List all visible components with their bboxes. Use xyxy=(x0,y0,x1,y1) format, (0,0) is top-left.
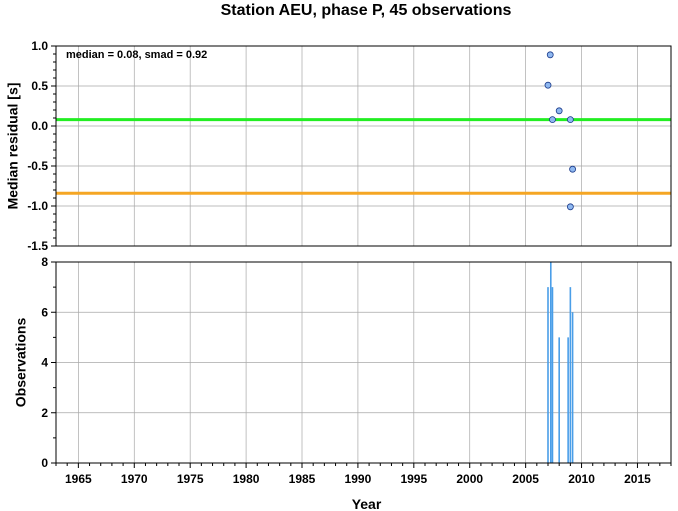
y-tick-label: 8 xyxy=(41,255,48,269)
observations-y-axis-label: Observations xyxy=(13,318,29,408)
y-tick-label: 6 xyxy=(41,305,48,319)
observation-bars xyxy=(547,262,574,463)
observation-bar xyxy=(567,337,569,463)
stats-annotation: median = 0.08, smad = 0.92 xyxy=(66,49,207,61)
y-tick-label: -1.5 xyxy=(27,239,48,253)
observation-bar xyxy=(551,287,554,463)
residual-point xyxy=(546,51,554,59)
y-tick-label: 1.0 xyxy=(31,39,48,53)
residual-grid xyxy=(56,45,671,247)
x-tick-label: 2015 xyxy=(624,472,651,486)
residual-point xyxy=(555,107,563,115)
observation-bar xyxy=(549,262,552,463)
observations-panel: 0 2 4 6 8 1965 1970 1975 1980 1985 1990 1995 2000 20… xyxy=(13,255,672,511)
x-tick-label: 1980 xyxy=(233,472,260,486)
residual-point xyxy=(566,203,574,211)
residual-point xyxy=(566,116,574,123)
y-tick-label: -0.5 xyxy=(27,159,48,173)
observation-bar xyxy=(571,312,574,463)
observations-grid xyxy=(56,261,671,464)
year-x-ticks: 1965 1970 1975 1980 1985 1990 1995 2000 2005 2010… xyxy=(55,463,672,486)
residual-y-axis-label: Median residual [s] xyxy=(5,83,21,210)
observation-bar xyxy=(569,287,572,463)
residual-point xyxy=(549,116,556,123)
y-tick-label: 2 xyxy=(41,406,48,420)
x-tick-label: 1970 xyxy=(121,472,148,486)
x-tick-label: 1995 xyxy=(400,472,427,486)
y-tick-label: 0.5 xyxy=(31,79,48,93)
y-tick-label: 4 xyxy=(41,356,48,370)
y-tick-label: 0 xyxy=(41,456,48,470)
x-tick-label: 1965 xyxy=(65,472,92,486)
x-tick-label: 1985 xyxy=(289,472,316,486)
observation-bar xyxy=(547,287,549,463)
residual-y-ticks: -1.5 -1.0 -0.5 0.0 0.5 1.0 xyxy=(27,39,56,253)
residual-panel: -1.5 -1.0 -0.5 0.0 0.5 1.0 median = 0.08, sma… xyxy=(5,39,672,253)
residual-points xyxy=(544,51,576,211)
residual-point xyxy=(544,81,552,89)
x-tick-label: 1990 xyxy=(345,472,372,486)
observation-bar xyxy=(558,337,560,463)
x-tick-label: 2005 xyxy=(512,472,539,486)
reference-lines xyxy=(56,118,671,195)
residual-frame xyxy=(55,45,672,247)
chart-title: Station AEU, phase P, 45 observations xyxy=(221,2,512,19)
residual-point xyxy=(569,165,576,173)
x-tick-label: 2000 xyxy=(456,472,483,486)
observations-y-ticks: 0 2 4 6 8 xyxy=(41,255,56,470)
x-tick-label: 1975 xyxy=(177,472,204,486)
y-tick-label: -1.0 xyxy=(27,199,48,213)
x-tick-label: 2010 xyxy=(568,472,595,486)
year-x-axis-label: Year xyxy=(352,496,382,511)
y-tick-label: 0.0 xyxy=(31,119,48,133)
